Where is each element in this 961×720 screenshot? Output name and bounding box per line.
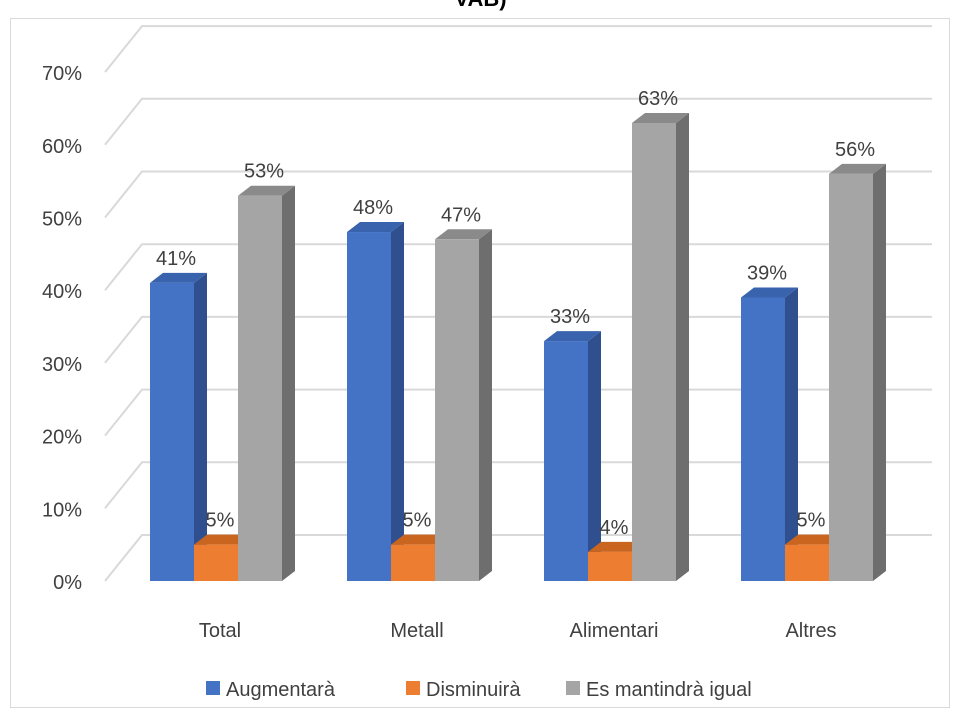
x-category-label: Alimentari xyxy=(570,620,659,642)
x-axis: Total Metall Alimentari Altres xyxy=(199,620,837,642)
x-category-label: Metall xyxy=(390,620,443,642)
legend-label: Augmentarà xyxy=(226,679,336,701)
data-label: 4% xyxy=(600,517,629,539)
y-axis: 0% 10% 20% 30% 40% 50% 60% 70% xyxy=(42,63,82,594)
legend-swatch xyxy=(566,681,580,695)
gridline xyxy=(104,388,932,437)
data-label: 47% xyxy=(441,204,481,226)
gridline xyxy=(104,170,932,219)
bar xyxy=(829,163,886,581)
y-tick-label: 60% xyxy=(42,136,82,158)
y-tick-label: 50% xyxy=(42,209,82,231)
y-tick-label: 10% xyxy=(42,499,82,521)
bars xyxy=(150,112,886,582)
chart-title: VAB) xyxy=(0,0,961,12)
bar xyxy=(544,331,601,581)
x-category-label: Altres xyxy=(785,620,836,642)
y-tick-label: 30% xyxy=(42,354,82,376)
data-label: 48% xyxy=(353,197,393,219)
gridline xyxy=(104,97,932,146)
data-label: 39% xyxy=(747,262,787,284)
data-labels: 41% 5% 53% 48% 5% 47% 33% 4% 63% 39% 5% 56% xyxy=(156,88,875,539)
y-tick-label: 20% xyxy=(42,427,82,449)
data-label: 41% xyxy=(156,248,196,270)
y-tick-label: 70% xyxy=(42,63,82,85)
bar xyxy=(150,272,207,581)
data-label: 53% xyxy=(244,161,284,183)
data-label: 33% xyxy=(550,306,590,328)
bar xyxy=(347,222,404,582)
gridline xyxy=(104,315,932,364)
y-tick-label: 40% xyxy=(42,281,82,303)
legend-item: Disminuirà xyxy=(406,679,521,701)
legend-label: Disminuirà xyxy=(426,679,521,701)
y-tick-label: 0% xyxy=(53,572,82,594)
gridlines xyxy=(104,25,932,582)
data-label: 5% xyxy=(797,510,826,532)
legend-swatch xyxy=(206,681,220,695)
x-category-label: Total xyxy=(199,620,241,642)
bar xyxy=(632,112,689,582)
legend: Augmentarà Disminuirà Es mantindrà igual xyxy=(206,679,752,701)
data-label: 63% xyxy=(638,88,678,110)
legend-item: Es mantindrà igual xyxy=(566,679,752,701)
legend-item: Augmentarà xyxy=(206,679,336,701)
data-label: 5% xyxy=(403,510,432,532)
gridline xyxy=(104,461,932,509)
bar xyxy=(435,229,492,581)
data-label: 5% xyxy=(206,510,235,532)
gridline xyxy=(104,243,932,291)
legend-swatch xyxy=(406,681,420,695)
legend-label: Es mantindrà igual xyxy=(586,679,752,701)
bar xyxy=(238,185,295,581)
gridline xyxy=(104,25,932,73)
bar xyxy=(741,287,798,581)
data-label: 56% xyxy=(835,139,875,161)
